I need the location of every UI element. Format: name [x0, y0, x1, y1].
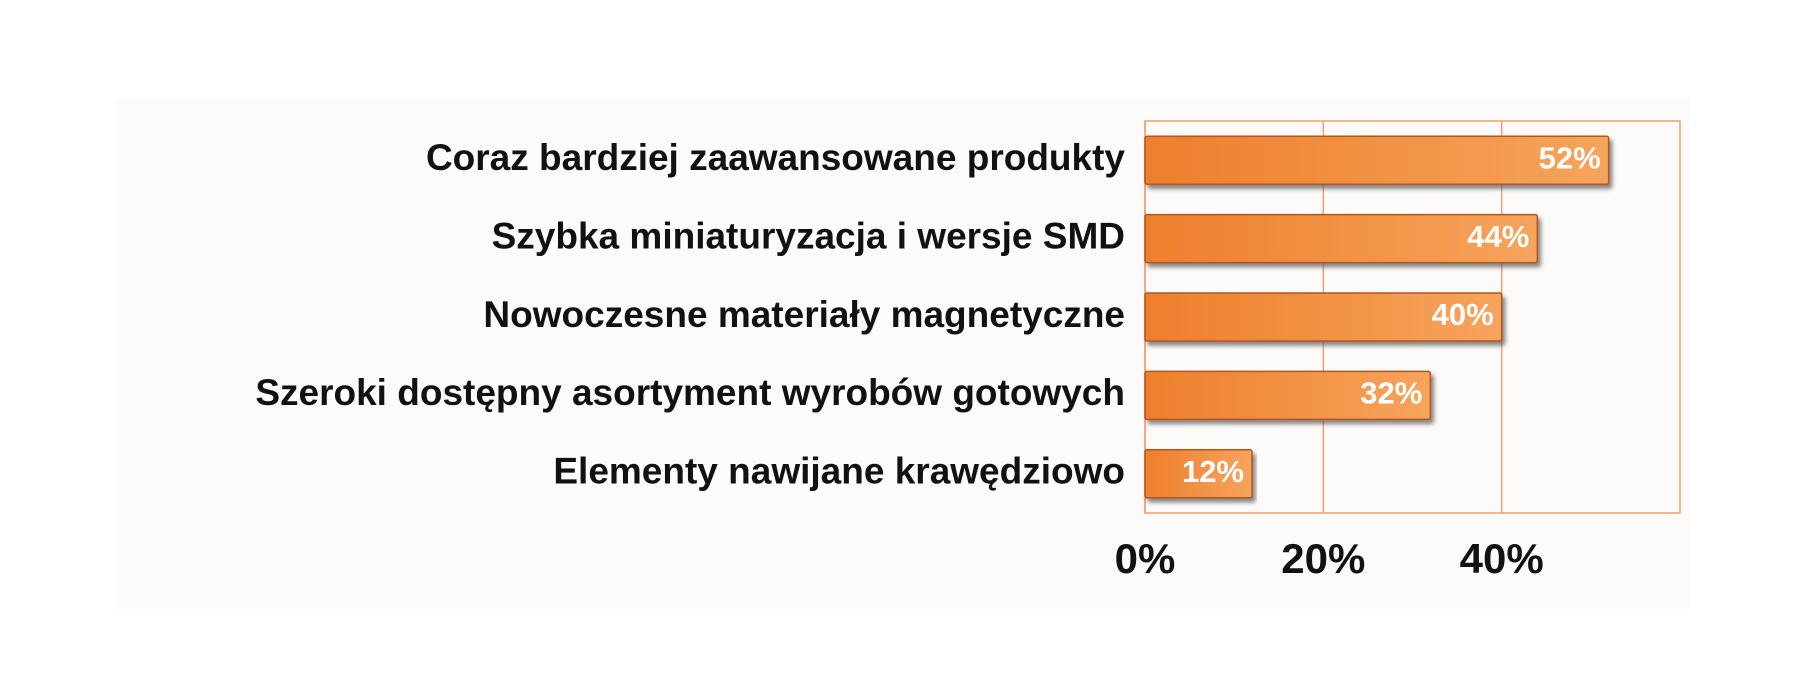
- bar: [1144, 449, 1253, 499]
- x-tick-label: 0%: [1115, 535, 1176, 582]
- value-label: 44%: [1467, 219, 1529, 254]
- bar: [1144, 213, 1539, 264]
- category-label: Nowoczesne materiały magnetyczne: [483, 294, 1125, 335]
- x-tick-label: 20%: [1281, 535, 1365, 582]
- bar: [1144, 135, 1610, 185]
- x-tick-label: 40%: [1460, 535, 1544, 582]
- category-label: Elementy nawijane krawędziowo: [553, 451, 1125, 492]
- plot-area: 0% 20% 40% Coraz bardziej zaawansowane prod…: [255, 120, 1681, 582]
- value-label: 40%: [1432, 297, 1494, 332]
- category-label: Szeroki dostępny asortyment wyrobów goto…: [255, 372, 1125, 413]
- category-label: Coraz bardziej zaawansowane produkty: [426, 137, 1125, 178]
- value-label: 52%: [1539, 140, 1601, 175]
- value-label: 32%: [1360, 376, 1422, 411]
- value-label: 12%: [1182, 454, 1244, 489]
- bar: [1144, 292, 1503, 342]
- category-label: Szybka miniaturyzacja i wersje SMD: [492, 215, 1125, 256]
- bar: [1144, 370, 1432, 421]
